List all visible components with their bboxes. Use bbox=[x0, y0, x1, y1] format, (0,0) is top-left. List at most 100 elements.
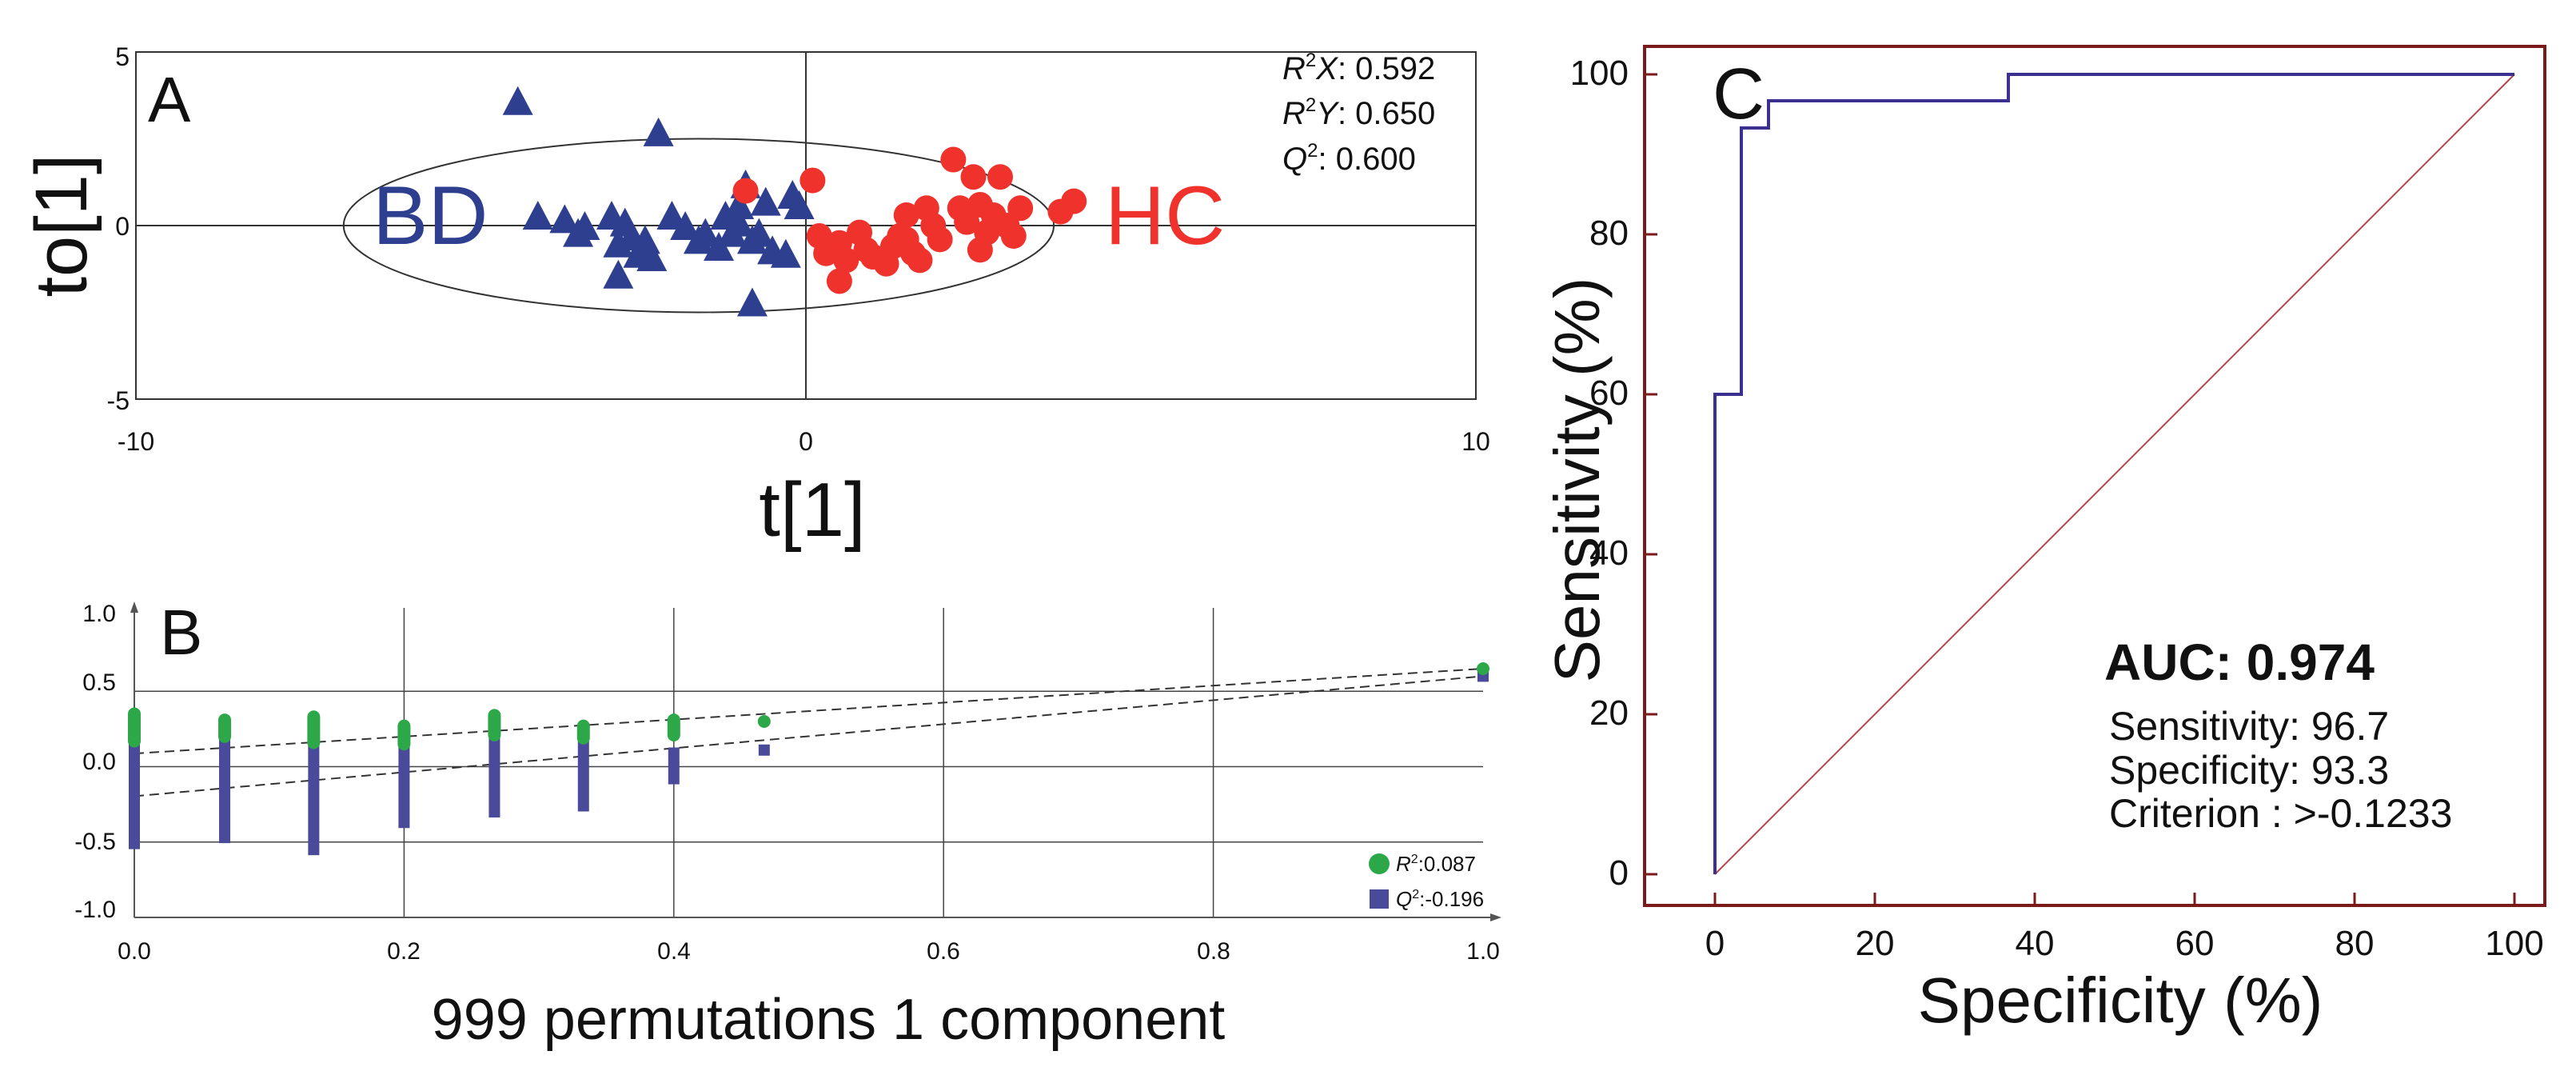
panel-b-legend: R2:0.087 Q2:-0.196 bbox=[1369, 852, 1484, 911]
stat-symbol: R bbox=[1282, 51, 1306, 86]
legend-q2-marker bbox=[1370, 889, 1389, 909]
legend-q2-label: Q2:-0.196 bbox=[1396, 887, 1484, 911]
bd-point-triangle bbox=[603, 259, 634, 289]
hc-point-circle bbox=[893, 202, 919, 228]
q2-point-stack bbox=[488, 732, 500, 818]
panel-a-x-axis-title: t[1] bbox=[759, 467, 865, 553]
panel-b-r2-regression-line bbox=[134, 667, 1484, 755]
panel-c-sensitivity: Sensitivity: 96.7 bbox=[2109, 704, 2389, 749]
hc-point-circle bbox=[732, 178, 759, 204]
panel-b-label: B bbox=[160, 597, 202, 668]
panel-c-y-tick: 20 bbox=[1589, 693, 1629, 733]
legend-value: :0.087 bbox=[1418, 852, 1476, 876]
panel-a-bd-points bbox=[502, 86, 815, 317]
panel-c-x-tick: 80 bbox=[2335, 924, 2375, 963]
panel-a-stat-r2x: R2X: 0.592 bbox=[1282, 50, 1435, 86]
r2-point bbox=[757, 714, 771, 728]
bd-point-triangle bbox=[522, 200, 553, 230]
panel-b-q2-points bbox=[129, 670, 1489, 856]
panel-b-x-tick: 1.0 bbox=[1466, 938, 1500, 965]
panel-a-stat-r2y: R2Y: 0.650 bbox=[1282, 94, 1435, 131]
panel-a-y-tick: 5 bbox=[115, 42, 130, 71]
hc-point-circle bbox=[800, 167, 826, 194]
panel-c-y-axis-title: Sensitivity (%) bbox=[1541, 278, 1613, 683]
panel-b-x-axis-arrow bbox=[1490, 913, 1501, 921]
stat-subscript: Y bbox=[1316, 96, 1340, 131]
panel-b-x-tick: 0.2 bbox=[387, 938, 421, 965]
panel-b-x-tick: 0.4 bbox=[657, 938, 691, 965]
panel-a-y-tick: 0 bbox=[115, 212, 130, 241]
panel-c-x-tick: 100 bbox=[2485, 924, 2543, 963]
panel-a-x-tick: 0 bbox=[799, 427, 813, 456]
bd-point-triangle bbox=[724, 190, 755, 219]
panel-b-y-tick: 0.0 bbox=[82, 749, 116, 775]
panel-c-reference-diagonal bbox=[1714, 74, 2515, 875]
panel-a-stats: R2X: 0.592 R2Y: 0.650 Q2: 0.600 bbox=[1282, 50, 1435, 177]
panel-a-x-tick: 10 bbox=[1461, 427, 1490, 456]
bd-point-triangle bbox=[670, 211, 701, 240]
hc-point-circle bbox=[1000, 223, 1027, 250]
panel-a-y-axis-title: to[1] bbox=[21, 154, 102, 297]
panel-b-x-tick: 0.0 bbox=[118, 938, 151, 965]
stat-value: : 0.592 bbox=[1338, 51, 1435, 86]
panel-c-roc-curve: C 100 80 60 40 20 0 0 20 40 60 80 100 Sp… bbox=[1541, 45, 2546, 1036]
panel-a-score-plot: A BD HC R2X: 0.592 R2Y: 0.650 Q2: 0.600 … bbox=[21, 42, 1490, 553]
bd-point-triangle bbox=[636, 242, 668, 272]
hc-point-circle bbox=[826, 268, 852, 294]
hc-point-circle bbox=[1007, 195, 1034, 222]
panel-b-y-tick: -0.5 bbox=[74, 829, 116, 855]
panel-c-y-tick: 60 bbox=[1589, 374, 1629, 413]
r2-point bbox=[1477, 661, 1489, 675]
panel-b-x-tick: 0.6 bbox=[927, 938, 960, 965]
r2-point-stack bbox=[576, 719, 590, 745]
r2-point-stack bbox=[488, 709, 501, 741]
panel-b-x-tick: 0.8 bbox=[1197, 938, 1230, 965]
q2-point-stack bbox=[668, 747, 680, 785]
q2-point bbox=[758, 744, 770, 756]
hc-point-circle bbox=[940, 146, 967, 173]
panel-c-specificity: Specificity: 93.3 bbox=[2109, 748, 2389, 793]
panel-c-x-tick: 40 bbox=[2016, 924, 2055, 963]
stat-superscript: 2 bbox=[1307, 140, 1318, 162]
panel-c-x-tick: 0 bbox=[1705, 924, 1725, 963]
stat-value: : 0.600 bbox=[1318, 142, 1415, 177]
q2-point-stack bbox=[398, 740, 410, 829]
stat-superscript: 2 bbox=[1306, 94, 1316, 116]
bd-point-triangle bbox=[502, 86, 533, 115]
r2-point-stack bbox=[667, 713, 680, 741]
r2-point-stack bbox=[128, 707, 141, 748]
panel-b-permutation-plot: B 1.0 0.5 0.0 -0.5 -1.0 0.0 0.2 0.4 0.6 … bbox=[74, 597, 1501, 1052]
panel-b-gridlines bbox=[134, 608, 1483, 917]
panel-c-x-tick: 20 bbox=[1856, 924, 1895, 963]
panel-c-y-tick: 80 bbox=[1589, 214, 1629, 253]
hc-point-circle bbox=[893, 226, 919, 253]
panel-a-hc-label: HC bbox=[1105, 170, 1225, 262]
legend-symbol: R bbox=[1396, 852, 1411, 876]
panel-c-auc: AUC: 0.974 bbox=[2104, 633, 2375, 691]
stat-symbol: R bbox=[1282, 96, 1306, 131]
panel-a-hc-points bbox=[732, 146, 1087, 294]
r2-point-stack bbox=[397, 719, 411, 751]
legend-r2-label: R2:0.087 bbox=[1396, 852, 1476, 876]
hc-point-circle bbox=[967, 237, 993, 263]
bd-point-triangle bbox=[784, 190, 815, 219]
panel-b-x-axis-title: 999 permutations 1 component bbox=[432, 988, 1226, 1052]
stat-symbol: Q bbox=[1282, 142, 1307, 177]
panel-b-y-tick: 1.0 bbox=[82, 601, 116, 627]
panel-b-y-tick: 0.5 bbox=[82, 669, 116, 696]
stat-subscript: X bbox=[1315, 51, 1338, 86]
q2-point-stack bbox=[577, 740, 589, 812]
panel-a-confidence-ellipse bbox=[342, 138, 1055, 314]
hc-point-circle bbox=[987, 164, 1014, 190]
bd-point-triangle bbox=[736, 287, 768, 317]
panel-b-y-tick: -1.0 bbox=[74, 897, 116, 923]
panel-a-label: A bbox=[148, 64, 191, 135]
panel-a-stat-q2: Q2: 0.600 bbox=[1282, 140, 1416, 177]
q2-point-stack bbox=[308, 737, 320, 856]
legend-symbol: Q bbox=[1396, 887, 1412, 911]
panel-c-y-tick: 40 bbox=[1589, 534, 1629, 573]
hc-point-circle bbox=[833, 247, 859, 274]
panel-c-x-axis-title: Specificity (%) bbox=[1918, 965, 2323, 1036]
panel-b-r2-points bbox=[128, 661, 1489, 751]
